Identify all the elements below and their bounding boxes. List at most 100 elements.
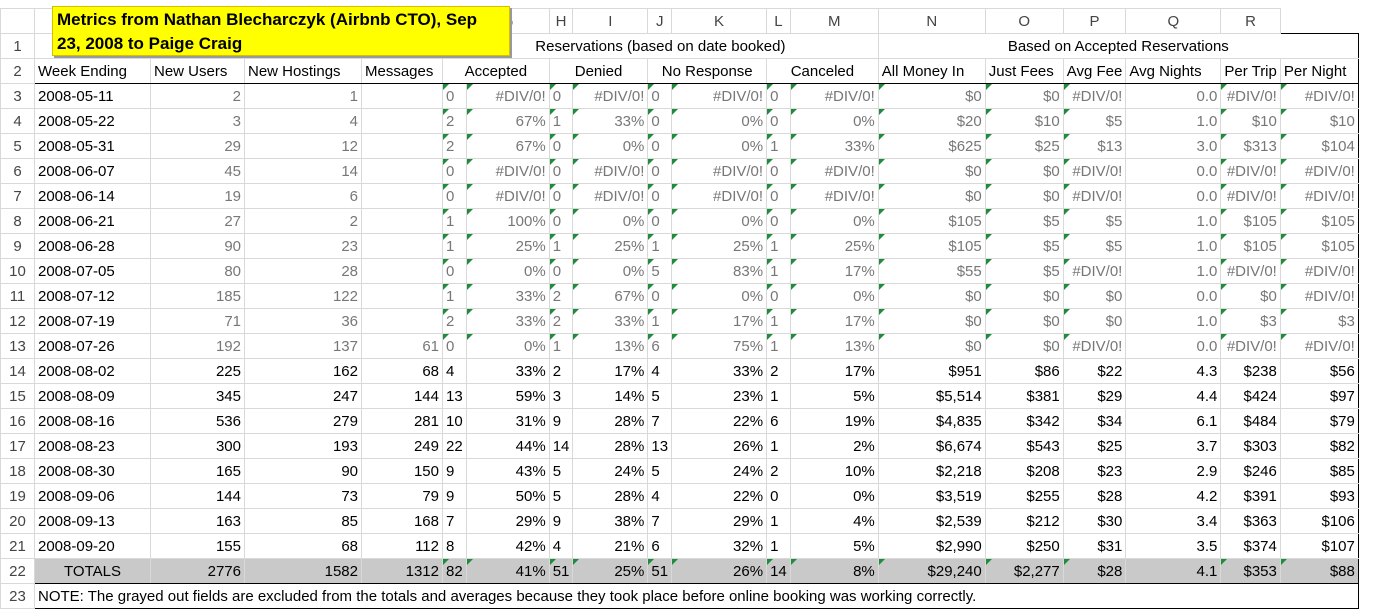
title-text-box[interactable]: Metrics from Nathan Blecharczyk (Airbnb …	[52, 6, 510, 56]
cell-nights[interactable]: 4.2	[1125, 483, 1222, 509]
cell-week[interactable]: 2008-06-21	[34, 208, 151, 234]
cell-avgfee[interactable]: #DIV/0!	[1062, 83, 1127, 109]
row-number[interactable]: 1	[0, 33, 35, 59]
cell-hostings[interactable]: 12	[244, 133, 362, 159]
cell-avgfee[interactable]: $0	[1062, 308, 1127, 334]
column-header-m[interactable]: M	[789, 8, 879, 34]
cell-money[interactable]: $625	[877, 133, 986, 159]
cell-trip[interactable]: $353	[1220, 558, 1281, 584]
cell-can[interactable]: 1	[766, 508, 791, 534]
cell-trip[interactable]: $363	[1220, 508, 1281, 534]
cell-denp[interactable]: 67%	[572, 283, 649, 309]
cell-money[interactable]: $105	[877, 208, 986, 234]
cell-nr[interactable]: 4	[647, 358, 673, 384]
cell-can[interactable]: 6	[766, 408, 791, 434]
row-number[interactable]: 8	[0, 208, 35, 234]
cell-avgfee[interactable]: $23	[1062, 458, 1127, 484]
cell-hostings[interactable]: 1582	[244, 558, 362, 584]
cell-messages[interactable]	[361, 258, 443, 284]
row-number[interactable]: 7	[0, 183, 35, 209]
cell-avgfee[interactable]: #DIV/0!	[1062, 258, 1127, 284]
cell-nights[interactable]: 2.9	[1125, 458, 1222, 484]
cell-acc[interactable]: 4	[442, 358, 467, 384]
cell-messages[interactable]	[361, 133, 443, 159]
row-number[interactable]: 11	[0, 283, 35, 309]
cell-denp[interactable]: 28%	[572, 433, 649, 459]
cell-trip[interactable]: $246	[1220, 458, 1281, 484]
cell-can[interactable]: 0	[766, 183, 791, 209]
cell-night[interactable]: #DIV/0!	[1279, 333, 1359, 359]
cell-acc[interactable]: 9	[442, 483, 467, 509]
cell-users[interactable]: 165	[150, 458, 245, 484]
cell-nrp[interactable]: 75%	[671, 333, 768, 359]
cell-trip[interactable]: #DIV/0!	[1220, 158, 1281, 184]
cell-nr[interactable]: 7	[647, 408, 673, 434]
cell-acc[interactable]: 10	[442, 408, 467, 434]
cell-nrp[interactable]: 17%	[671, 308, 768, 334]
cell-nights[interactable]: 0.0	[1125, 83, 1222, 109]
cell-messages[interactable]	[361, 233, 443, 259]
cell-hostings[interactable]: 68	[244, 533, 362, 559]
row-number[interactable]: 9	[0, 233, 35, 259]
cell-users[interactable]: 27	[150, 208, 245, 234]
row-number[interactable]: 14	[0, 358, 35, 384]
row-number[interactable]: 21	[0, 533, 35, 559]
cell-nr[interactable]: 51	[647, 558, 673, 584]
cell-canp[interactable]: 2%	[789, 433, 879, 459]
cell-den[interactable]: 2	[548, 358, 574, 384]
cell-week[interactable]: 2008-06-14	[34, 183, 151, 209]
cell-nr[interactable]: 1	[647, 233, 673, 259]
cell-users[interactable]: 19	[150, 183, 245, 209]
cell-acc[interactable]: 82	[442, 558, 467, 584]
cell-nights[interactable]: 3.7	[1125, 433, 1222, 459]
cell-den[interactable]: 5	[548, 483, 574, 509]
column-header-h[interactable]: H	[548, 8, 574, 34]
cell-acc[interactable]: 9	[442, 458, 467, 484]
cell-money[interactable]: $0	[877, 183, 986, 209]
cell-can[interactable]: 0	[766, 83, 791, 109]
cell-night[interactable]: #DIV/0!	[1279, 183, 1359, 209]
cell-accp[interactable]: 59%	[465, 383, 550, 409]
cell-denp[interactable]: 21%	[572, 533, 649, 559]
cell-accp[interactable]: 25%	[465, 233, 550, 259]
cell-acc[interactable]: 0	[442, 258, 467, 284]
cell-accp[interactable]: 0%	[465, 333, 550, 359]
cell-avgfee[interactable]: $28	[1062, 483, 1127, 509]
cell-money[interactable]: $5,514	[877, 383, 986, 409]
cell-acc[interactable]: 2	[442, 133, 467, 159]
cell-canp[interactable]: 0%	[789, 283, 879, 309]
cell-canp[interactable]: 33%	[789, 133, 879, 159]
cell-trip[interactable]: $484	[1220, 408, 1281, 434]
column-header-j[interactable]: J	[647, 8, 673, 34]
cell-den[interactable]: 0	[548, 83, 574, 109]
cell-week[interactable]: 2008-06-07	[34, 158, 151, 184]
cell-denp[interactable]: 28%	[572, 408, 649, 434]
header-new-hostings[interactable]: New Hostings	[244, 58, 362, 84]
row-number[interactable]: 19	[0, 483, 35, 509]
cell-night[interactable]: $79	[1279, 408, 1359, 434]
header-no-response[interactable]: No Response	[647, 58, 768, 84]
cell-denp[interactable]: #DIV/0!	[572, 183, 649, 209]
cell-money[interactable]: $951	[877, 358, 986, 384]
cell-denp[interactable]: 0%	[572, 258, 649, 284]
cell-messages[interactable]	[361, 308, 443, 334]
cell-denp[interactable]: 38%	[572, 508, 649, 534]
cell-canp[interactable]: #DIV/0!	[789, 83, 879, 109]
cell-nights[interactable]: 1.0	[1125, 108, 1222, 134]
cell-denp[interactable]: #DIV/0!	[572, 158, 649, 184]
row-number[interactable]: 2	[0, 58, 35, 84]
cell-nights[interactable]: 0.0	[1125, 283, 1222, 309]
cell-fees[interactable]: $381	[984, 383, 1064, 409]
cell-night[interactable]: $104	[1279, 133, 1359, 159]
cell-night[interactable]: $10	[1279, 108, 1359, 134]
cell-nights[interactable]: 4.3	[1125, 358, 1222, 384]
header-avg-nights[interactable]: Avg Nights	[1125, 58, 1222, 84]
header-all-money-in[interactable]: All Money In	[877, 58, 986, 84]
cell-can[interactable]: 0	[766, 483, 791, 509]
cell-den[interactable]: 5	[548, 458, 574, 484]
cell-den[interactable]: 0	[548, 258, 574, 284]
column-header-r[interactable]: R	[1220, 8, 1281, 34]
cell-accp[interactable]: 50%	[465, 483, 550, 509]
cell-can[interactable]: 1	[766, 258, 791, 284]
cell-night[interactable]: #DIV/0!	[1279, 283, 1359, 309]
